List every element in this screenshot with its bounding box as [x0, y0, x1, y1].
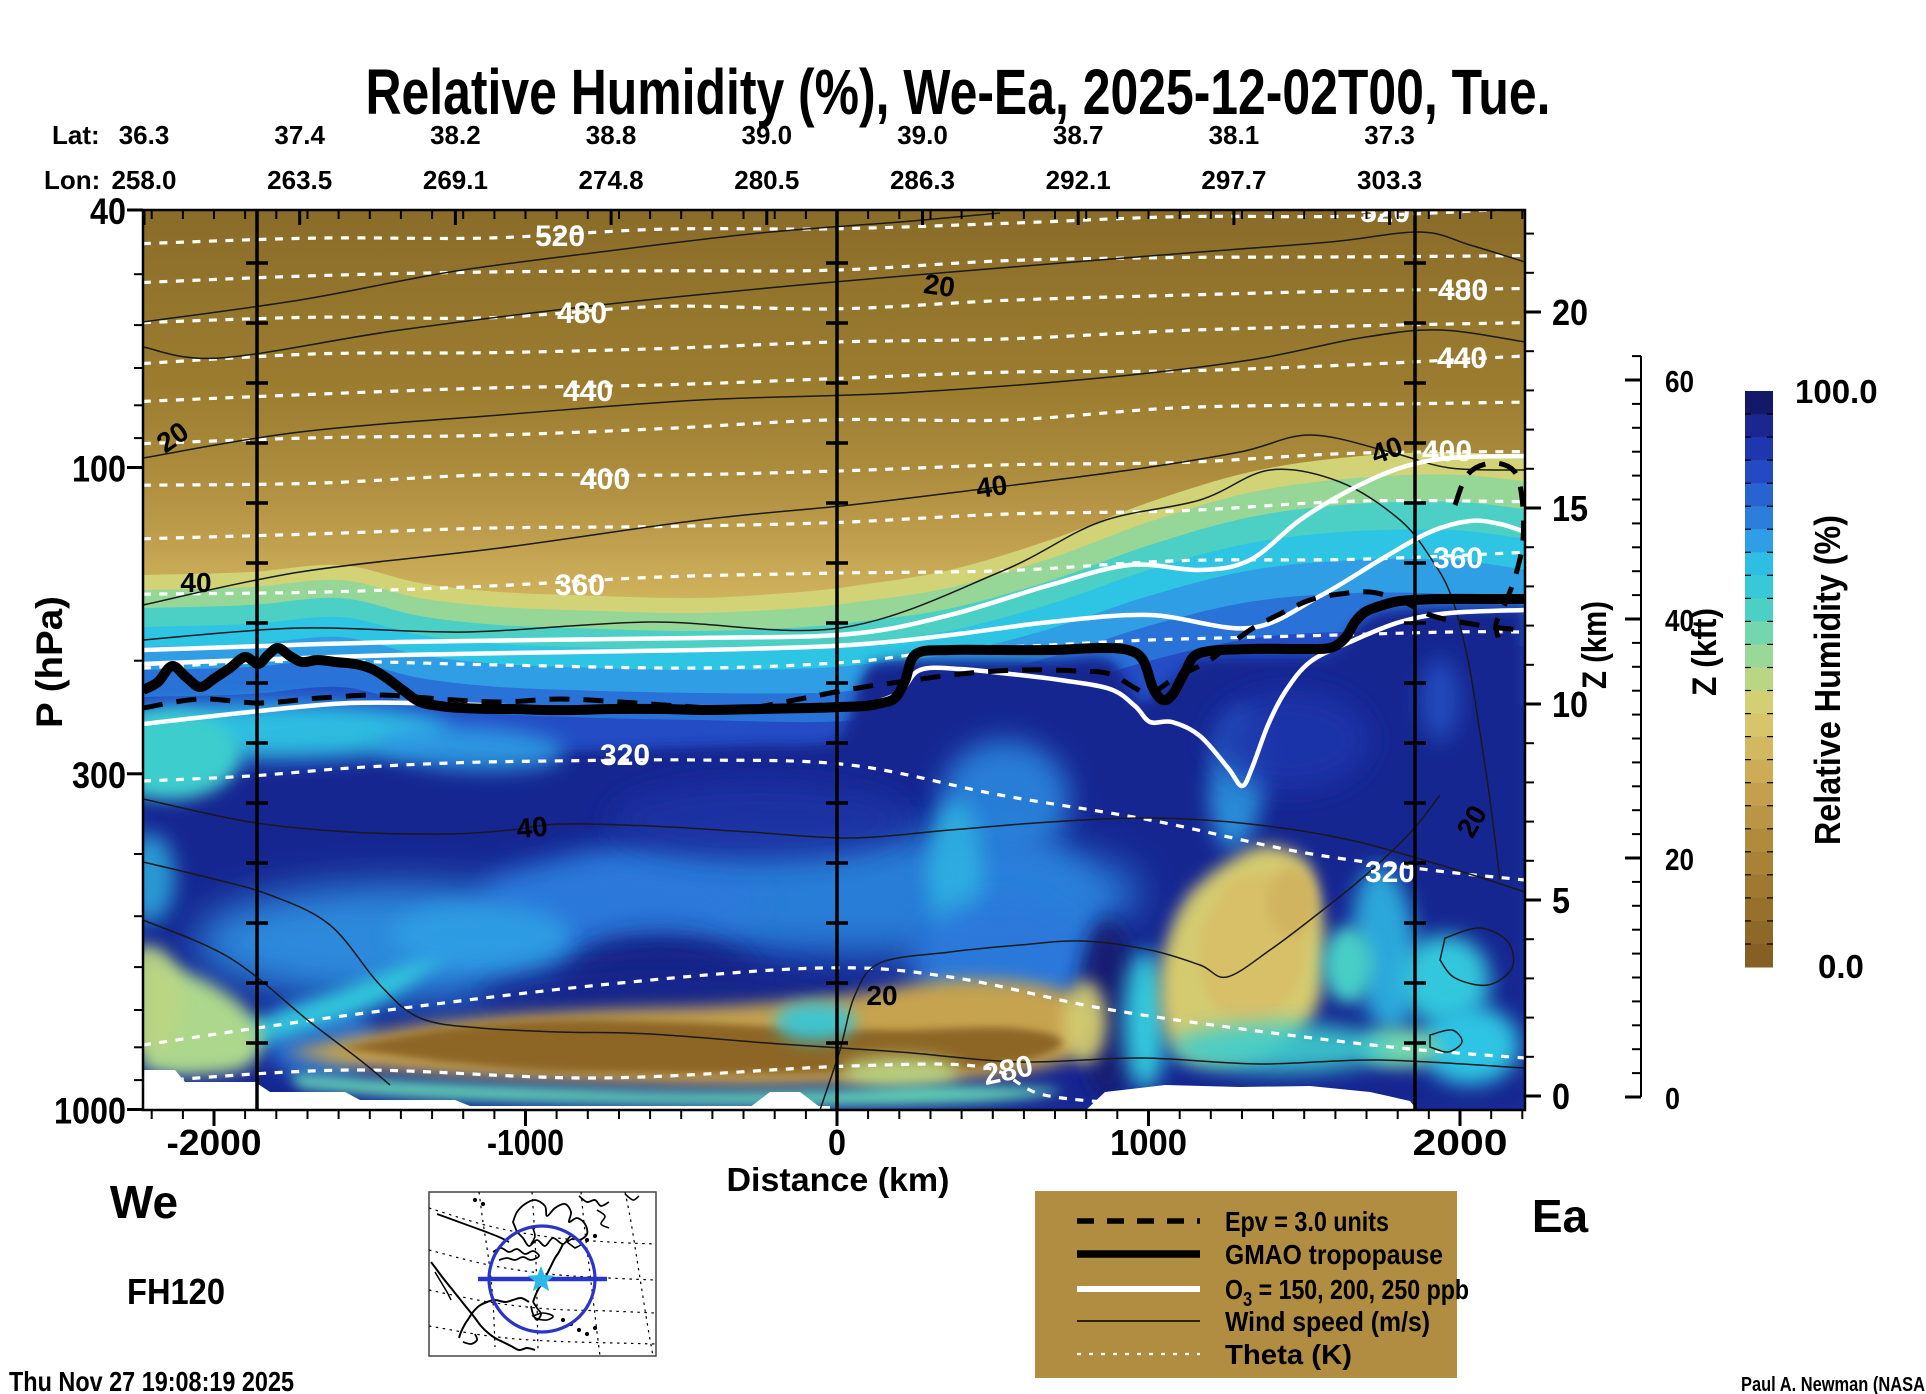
svg-text:Relative Humidity (%), We-Ea,: Relative Humidity (%), We-Ea, 2025-12-02… — [366, 56, 1551, 128]
svg-text:520: 520 — [535, 220, 585, 253]
svg-text:300: 300 — [72, 755, 126, 796]
svg-text:37.4: 37.4 — [274, 120, 325, 150]
svg-text:100.0: 100.0 — [1795, 373, 1878, 410]
svg-text:400: 400 — [580, 463, 630, 496]
svg-text:Paul A. Newman (NASA: Paul A. Newman (NASA — [1741, 1374, 1925, 1394]
svg-text:15: 15 — [1552, 488, 1588, 529]
svg-text:40: 40 — [90, 191, 126, 232]
svg-text:100: 100 — [72, 449, 126, 490]
svg-text:2000: 2000 — [1413, 1122, 1508, 1163]
svg-text:-1000: -1000 — [487, 1122, 564, 1163]
svg-text:38.8: 38.8 — [586, 120, 637, 150]
svg-text:360: 360 — [555, 569, 605, 602]
svg-text:40: 40 — [180, 567, 211, 598]
svg-text:60: 60 — [1665, 364, 1694, 399]
svg-text:Relative Humidity (%): Relative Humidity (%) — [1807, 515, 1848, 845]
svg-text:480: 480 — [1438, 274, 1488, 307]
svg-text:269.1: 269.1 — [423, 165, 488, 195]
svg-text:39.0: 39.0 — [741, 120, 792, 150]
svg-text:274.8: 274.8 — [579, 165, 644, 195]
svg-text:Distance (km): Distance (km) — [727, 1161, 950, 1198]
svg-text:1000: 1000 — [1110, 1122, 1187, 1163]
svg-text:5: 5 — [1552, 880, 1570, 921]
svg-text:Lon:: Lon: — [44, 165, 100, 195]
svg-text:400: 400 — [1422, 435, 1472, 468]
svg-text:Z (kft): Z (kft) — [1686, 608, 1724, 696]
svg-text:320: 320 — [1365, 856, 1415, 889]
svg-text:Theta (K): Theta (K) — [1225, 1339, 1352, 1370]
svg-text:0: 0 — [828, 1122, 846, 1163]
svg-text:Epv = 3.0 units: Epv = 3.0 units — [1225, 1206, 1389, 1237]
svg-text:O3 = 150, 200, 250 ppb: O3 = 150, 200, 250 ppb — [1225, 1274, 1469, 1311]
svg-text:320: 320 — [600, 739, 650, 772]
svg-text:360: 360 — [1433, 542, 1483, 575]
svg-text:FH120: FH120 — [127, 1271, 225, 1312]
svg-text:39.0: 39.0 — [897, 120, 948, 150]
svg-text:440: 440 — [1437, 342, 1487, 375]
svg-text:-2000: -2000 — [167, 1122, 262, 1163]
svg-text:We: We — [110, 1176, 178, 1228]
svg-text:40: 40 — [1665, 603, 1694, 638]
svg-text:Lat:: Lat: — [52, 120, 100, 150]
svg-text:480: 480 — [557, 297, 607, 330]
svg-text:38.2: 38.2 — [430, 120, 481, 150]
svg-text:37.3: 37.3 — [1364, 120, 1415, 150]
svg-text:20: 20 — [866, 980, 897, 1011]
svg-text:263.5: 263.5 — [267, 165, 332, 195]
svg-text:P (hPa): P (hPa) — [29, 596, 70, 728]
svg-text:440: 440 — [563, 375, 613, 408]
svg-text:292.1: 292.1 — [1046, 165, 1111, 195]
svg-text:0: 0 — [1665, 1081, 1680, 1116]
svg-text:40: 40 — [515, 811, 549, 845]
svg-text:286.3: 286.3 — [890, 165, 955, 195]
svg-text:297.7: 297.7 — [1201, 165, 1266, 195]
svg-text:40: 40 — [974, 469, 1009, 504]
svg-text:Wind speed (m/s): Wind speed (m/s) — [1225, 1306, 1430, 1337]
svg-text:280.5: 280.5 — [734, 165, 799, 195]
svg-text:1000: 1000 — [54, 1091, 126, 1132]
svg-text:258.0: 258.0 — [111, 165, 176, 195]
svg-text:36.3: 36.3 — [119, 120, 170, 150]
svg-text:38.7: 38.7 — [1053, 120, 1104, 150]
svg-text:38.1: 38.1 — [1209, 120, 1260, 150]
svg-text:20: 20 — [1665, 842, 1694, 877]
svg-text:20: 20 — [922, 268, 957, 303]
svg-text:GMAO tropopause: GMAO tropopause — [1225, 1239, 1443, 1270]
svg-text:0: 0 — [1552, 1076, 1570, 1117]
svg-text:Thu Nov 27 19:08:19 2025: Thu Nov 27 19:08:19 2025 — [9, 1366, 294, 1394]
svg-text:Z (km): Z (km) — [1576, 601, 1614, 689]
svg-text:0.0: 0.0 — [1818, 948, 1864, 985]
svg-text:20: 20 — [1552, 292, 1588, 333]
svg-text:10: 10 — [1552, 684, 1588, 725]
svg-text:303.3: 303.3 — [1357, 165, 1422, 195]
svg-text:Ea: Ea — [1532, 1190, 1589, 1242]
